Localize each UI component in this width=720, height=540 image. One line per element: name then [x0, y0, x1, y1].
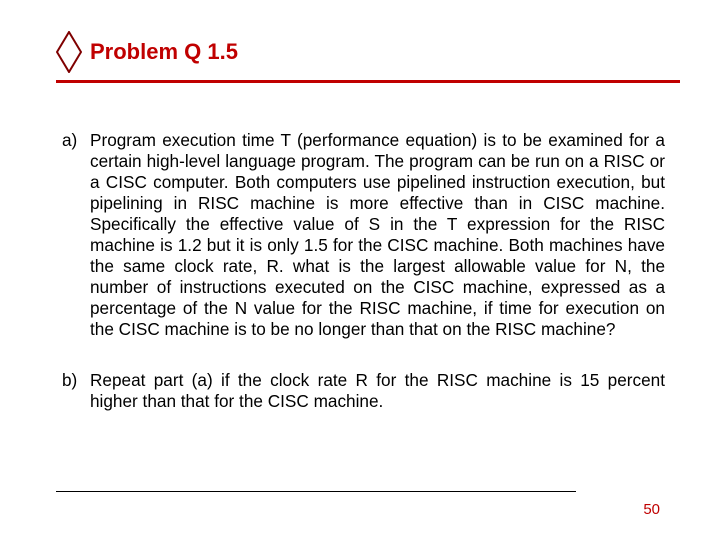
- list-item: a) Program execution time T (performance…: [62, 130, 665, 340]
- item-marker: b): [62, 370, 90, 412]
- list-item: b) Repeat part (a) if the clock rate R f…: [62, 370, 665, 412]
- slide-title: Problem Q 1.5: [90, 40, 238, 64]
- bottom-rule: [56, 491, 576, 492]
- item-marker: a): [62, 130, 90, 340]
- item-text: Program execution time T (performance eq…: [90, 130, 665, 340]
- item-text: Repeat part (a) if the clock rate R for …: [90, 370, 665, 412]
- page-number: 50: [643, 501, 660, 518]
- body: a) Program execution time T (performance…: [62, 130, 665, 442]
- slide: Problem Q 1.5 a) Program execution time …: [0, 0, 720, 540]
- diamond-icon: [56, 31, 82, 73]
- diamond-shape: [57, 32, 81, 72]
- title-underline: [56, 80, 680, 83]
- title-row: Problem Q 1.5: [56, 31, 680, 73]
